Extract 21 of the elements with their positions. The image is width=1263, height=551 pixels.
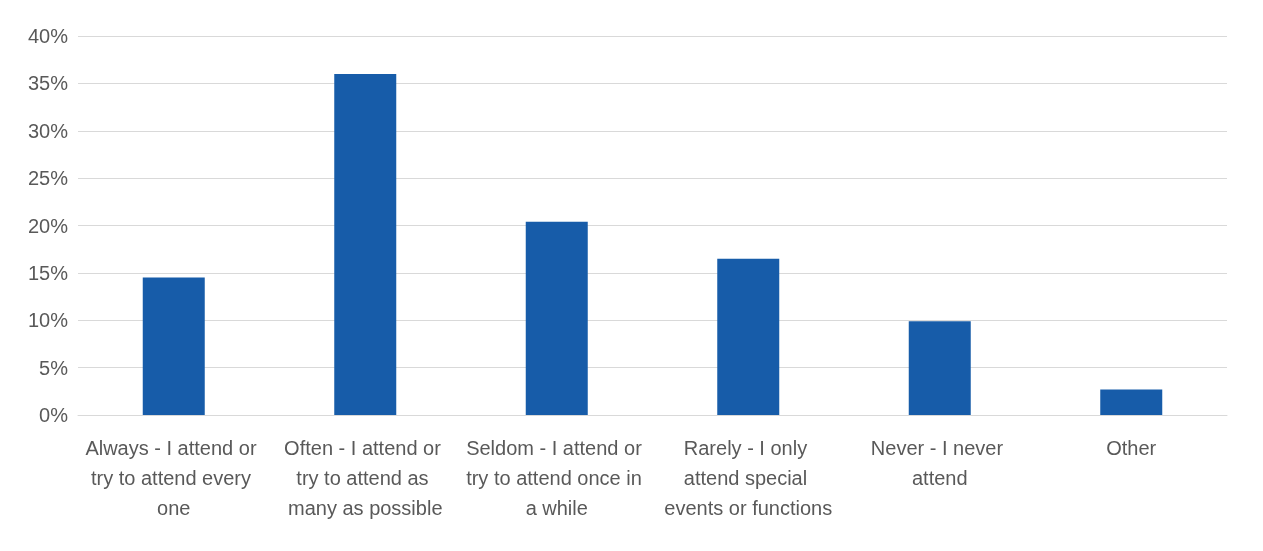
x-tick-label: Other [1106, 437, 1157, 459]
y-tick-label: 20% [27, 214, 69, 237]
y-tick-label: 40% [27, 25, 69, 47]
y-tick-label: 0% [39, 404, 69, 426]
bar [717, 258, 780, 415]
x-tick-label: Often - I attend or try to attend as many as possible [284, 437, 447, 519]
x-tick-label: Never - I never attend [870, 437, 1009, 489]
bar [1100, 389, 1163, 415]
bar [142, 277, 205, 415]
x-tick-label: Rarely - I only attend special events or functions [664, 437, 833, 519]
x-tick-label: Seldom - I attend or try to attend once in a while [466, 437, 648, 519]
y-tick-label: 25% [27, 167, 69, 190]
y-tick-label: 35% [27, 72, 69, 95]
bar [525, 221, 588, 415]
bar [908, 321, 971, 415]
y-tick-label: 30% [27, 119, 69, 142]
y-tick-label: 15% [27, 261, 69, 284]
y-tick-label: 5% [39, 356, 69, 379]
x-tick-label: Always - I attend or try to attend every one [85, 437, 263, 519]
y-tick-label: 10% [27, 309, 69, 332]
bar [334, 73, 397, 415]
